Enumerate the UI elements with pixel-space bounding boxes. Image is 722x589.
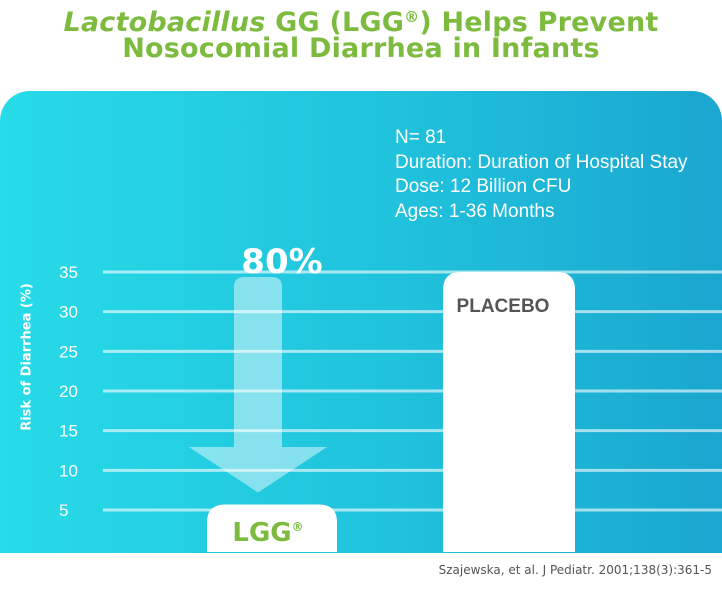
study-info: N= 81 Duration: Duration of Hospital Sta… <box>395 126 688 224</box>
bar-placebo <box>443 272 575 552</box>
source-citation: Szajewska, et al. J Pediatr. 2001;138(3)… <box>438 563 712 577</box>
bar-lgg <box>207 504 337 552</box>
y-tick-label: 10 <box>59 461 78 480</box>
chart-title-line1: Lactobacillus GG (LGG®) Helps Prevent <box>63 7 659 38</box>
y-tick-label: 35 <box>59 263 78 282</box>
study-info-ages: Ages: 1-36 Months <box>395 200 555 222</box>
study-info-duration: Duration: Duration of Hospital Stay <box>395 151 688 173</box>
y-tick-label: 25 <box>59 342 78 361</box>
category-label-lgg: LGG® <box>232 518 303 548</box>
study-info-n: N= 81 <box>395 127 447 148</box>
category-label-placebo: PLACEBO <box>457 296 550 317</box>
reduction-arrow <box>189 277 327 493</box>
y-tick-label: 5 <box>59 501 68 520</box>
chart-panel <box>0 91 722 553</box>
y-tick-label: 30 <box>59 303 78 322</box>
reduction-label: 80% <box>241 242 322 282</box>
study-info-dose: Dose: 12 Billion CFU <box>395 176 572 197</box>
chart-title-line2: Nosocomial Diarrhea in Infants <box>122 33 600 64</box>
y-tick-label: 15 <box>59 422 78 441</box>
y-tick-label: 20 <box>59 382 78 401</box>
